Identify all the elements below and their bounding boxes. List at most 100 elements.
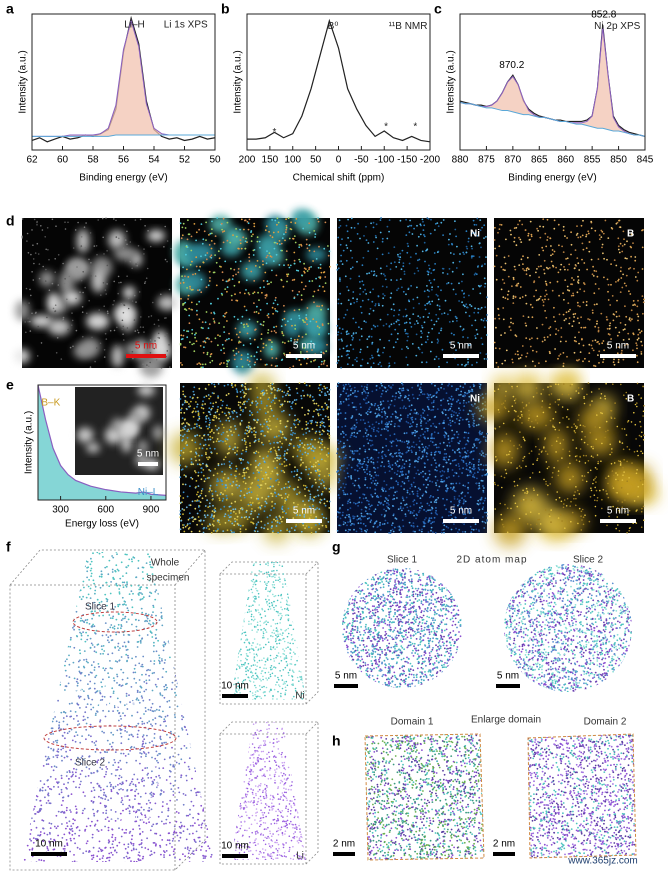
x-tick-label: 600 xyxy=(97,505,114,516)
atom-dot xyxy=(549,334,552,336)
atom-dot xyxy=(365,412,368,414)
atom-dot xyxy=(326,429,329,432)
atom-dot xyxy=(337,318,340,320)
atom-dot xyxy=(251,400,254,403)
atom-dot xyxy=(355,332,357,334)
atom-dot xyxy=(625,343,628,346)
atom-dot xyxy=(344,425,347,427)
atom-dot xyxy=(292,365,295,368)
atom-dot xyxy=(212,517,215,520)
atom-dot xyxy=(461,280,463,283)
atom-dot xyxy=(359,287,362,290)
atom-dot xyxy=(633,267,635,270)
atom-dot xyxy=(338,473,340,476)
atom-dot xyxy=(448,341,451,344)
atom-dot xyxy=(562,362,565,365)
atom-dot xyxy=(122,333,124,336)
atom-dot xyxy=(256,494,259,497)
atom-dot xyxy=(266,455,269,457)
atom-dot xyxy=(179,464,182,467)
atom-dot xyxy=(187,330,190,333)
atom-dot xyxy=(208,407,211,410)
atom-dot xyxy=(249,366,252,368)
atom-dot xyxy=(238,512,241,514)
blob xyxy=(108,230,126,250)
atom-dot xyxy=(261,441,263,444)
atom-dot xyxy=(239,390,242,393)
atom-dot xyxy=(365,293,368,295)
atom-dot xyxy=(192,390,195,393)
atom-dot xyxy=(264,475,267,477)
atom-dot xyxy=(239,341,242,344)
atom-dot xyxy=(588,250,591,253)
atom-dot xyxy=(377,302,380,305)
atom-dot xyxy=(205,453,207,456)
atom-dot xyxy=(328,398,330,401)
atom-dot xyxy=(239,495,242,497)
atom-dot xyxy=(400,455,402,458)
atom-dot xyxy=(350,476,352,479)
series-line xyxy=(459,101,646,137)
atom-dot xyxy=(480,284,482,287)
atom-dot xyxy=(458,423,461,425)
atom-dot xyxy=(237,351,240,353)
atom-dot xyxy=(596,320,598,323)
atom-dot xyxy=(232,274,235,277)
atom-dot xyxy=(142,363,144,366)
atom-dot xyxy=(299,351,302,353)
atom-dot xyxy=(313,290,316,293)
atom-dot xyxy=(456,498,459,500)
atom-dot xyxy=(324,221,327,224)
atom-dot xyxy=(306,357,309,360)
atom-dot xyxy=(337,418,339,421)
atom-dot xyxy=(457,433,460,436)
atom-dot xyxy=(298,421,301,423)
atom-dot xyxy=(232,448,235,451)
atom-dot xyxy=(421,332,423,334)
atom-dot xyxy=(402,262,405,264)
atom-dot xyxy=(458,451,461,454)
atom-dot xyxy=(418,473,420,476)
atom-dot xyxy=(205,416,207,418)
atom-dot xyxy=(275,516,278,518)
atom-dot xyxy=(346,333,348,336)
image-layer xyxy=(336,217,488,369)
atom-dot xyxy=(420,530,423,533)
atom-dot xyxy=(399,392,401,395)
atom-dot xyxy=(401,440,403,443)
atom-dot xyxy=(478,458,480,461)
atom-dot xyxy=(610,263,612,265)
atom-dot xyxy=(199,501,202,503)
atom-dot xyxy=(164,335,167,337)
atom-dot xyxy=(576,232,579,235)
atom-dot xyxy=(374,467,377,470)
atom-dot xyxy=(123,235,126,237)
blob xyxy=(86,312,110,330)
atom-dot xyxy=(342,347,345,350)
atom-dot xyxy=(440,475,443,477)
atom-dot xyxy=(274,365,277,368)
atom-dot xyxy=(143,253,145,255)
atom-dot xyxy=(356,515,359,517)
atom-dot xyxy=(310,471,312,474)
atom-dot xyxy=(259,506,262,509)
atom-dot xyxy=(413,509,415,512)
atom-dot xyxy=(281,237,284,240)
atom-dot xyxy=(582,248,585,251)
atom-dot xyxy=(392,530,395,533)
atom-dot xyxy=(215,284,218,287)
atom-dot xyxy=(586,268,588,271)
atom-dot xyxy=(465,311,467,314)
atom-dot xyxy=(392,346,395,349)
atom-dot xyxy=(484,511,486,514)
atom-dot xyxy=(425,517,427,519)
scale-label: 5 nm xyxy=(450,341,472,352)
atom-dot xyxy=(453,345,456,347)
atom-dot xyxy=(536,337,539,340)
atom-dot xyxy=(289,352,291,354)
atom-dot xyxy=(567,302,570,304)
atom-dot xyxy=(211,523,214,526)
atom-dot xyxy=(196,313,198,316)
atom-dot xyxy=(254,452,257,455)
atom-dot xyxy=(389,403,392,406)
